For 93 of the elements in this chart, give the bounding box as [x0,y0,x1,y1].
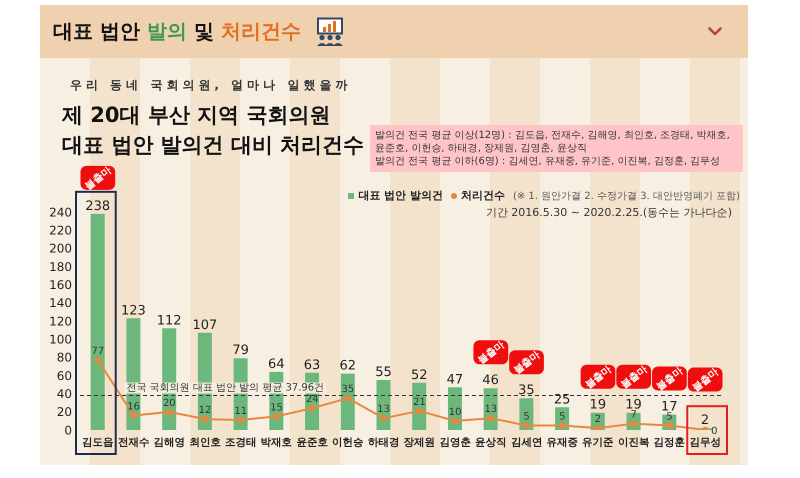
x-tick-label: 이헌승 [332,436,364,448]
x-tick-label: 최인호 [189,436,222,448]
y-tick-label: 220 [49,223,72,238]
data-label: 63 [304,358,320,373]
data-label: 2 [594,414,602,426]
x-tick-label: 박재호 [260,436,293,448]
data-label: 20 [162,398,176,409]
point [344,394,352,402]
point [523,422,530,429]
y-tick-label: 180 [49,260,72,274]
ref-line-label: 전국 국회의원 대표 법안 발의 평균 37.96건 [126,382,324,394]
y-tick-label: 120 [49,314,72,328]
point [130,412,137,419]
data-label: 0 [711,426,718,437]
x-tick-label: 유재중 [546,436,578,448]
data-label: 24 [306,394,319,406]
legend-label: 대표 법안 발의건 [358,188,443,203]
point [452,418,458,424]
x-tick-label: 윤상직 [475,436,507,448]
data-label: 5 [559,411,566,422]
data-label: 7 [630,410,637,421]
y-tick-label: 240 [49,205,72,220]
point [558,422,566,429]
y-tick-label: 20 [56,405,72,420]
bar [376,380,390,430]
data-label: 19 [590,398,606,413]
data-label: 11 [234,406,248,418]
data-label: 107 [192,318,218,333]
data-label: 35 [342,384,354,396]
bar [90,214,105,430]
chart-title: 제 20대 부산 지역 국회의원 대표 법안 발의건 대비 처리건수 [62,102,364,159]
x-tick-label: 이진복 [618,436,650,448]
x-tick-label: 유기준 [582,436,614,448]
data-label: 112 [156,313,182,328]
y-tick-label: 200 [49,242,72,256]
data-label: 21 [412,396,426,408]
x-tick-label: 김영춘 [439,436,472,448]
text: 발의건 전국 평균 이상(12명) : 김도읍, 전재수, 김해영, 최인호, 조경태, 박재호, 윤준호, 이헌승, 하태경, 장제원, 김영춘, 윤상직 [375,129,731,155]
point [166,408,173,416]
data-label: 16 [127,401,140,412]
x-tick-label: 하태경 [368,436,400,448]
data-label: 123 [121,303,146,318]
x-tick-label: 전재수 [118,436,150,448]
legend-label: 처리건수 [460,188,505,203]
data-label: 15 [270,402,283,414]
data-label: 10 [448,406,462,418]
y-tick-label: 0 [64,423,72,438]
point [202,416,208,422]
bar [340,374,355,430]
text: 대표 법안 발의 및 처리건수 [53,19,301,43]
data-label: 52 [410,368,428,383]
point [380,414,387,422]
data-label: 64 [268,356,285,372]
data-label: 13 [484,404,498,416]
data-label: 46 [482,373,499,388]
data-label: 2 [700,413,710,428]
x-tick-label: 김해영 [154,436,186,448]
data-label: 62 [340,358,356,374]
data-label: 13 [377,404,390,416]
y-tick-label: 160 [49,278,72,292]
data-label: 5 [523,411,530,422]
y-tick-label: 60 [56,368,72,383]
data-label: 12 [198,405,212,416]
x-tick-label: 김무성 [689,436,721,448]
chart-subtitle: 우리 동네 국회의원, 얼마나 일했을까 [70,77,352,94]
point [488,414,494,422]
point [416,408,423,414]
point [594,424,602,430]
x-tick-label: 김도읍 [82,436,114,448]
point [94,356,102,364]
x-tick-label: 김세연 [510,436,542,448]
data-label: 5 [666,411,673,422]
data-label: 55 [375,365,392,380]
y-tick-label: 140 [49,296,72,310]
y-tick-label: 100 [49,332,72,346]
x-tick-label: 윤준호 [296,436,328,448]
text: (※ 1. 원안가결 2. 수정가결 3. 대안반영폐기 포함) [512,190,740,202]
data-label: 25 [554,392,570,408]
text: 발의건 전국 평균 이하(6명) : 김세연, 유재중, 유기준, 이진복, 김정훈, 김무성 [375,155,722,168]
x-tick-label: 장제원 [404,436,436,448]
data-label: 238 [85,198,110,214]
data-label: 47 [446,372,464,388]
data-label: 79 [232,343,249,358]
y-tick-label: 80 [56,350,72,365]
x-tick-label: 조경태 [225,436,256,448]
x-tick-label: 김정훈 [654,436,686,448]
point [237,416,244,424]
data-label: 77 [91,346,104,358]
point [273,413,280,420]
data-label: 35 [518,383,535,398]
annotation: 기간 2016.5.30 ~ 2020.2.25.(동수는 가나다순) [486,205,732,220]
point [308,404,316,412]
y-tick-label: 40 [56,386,72,401]
